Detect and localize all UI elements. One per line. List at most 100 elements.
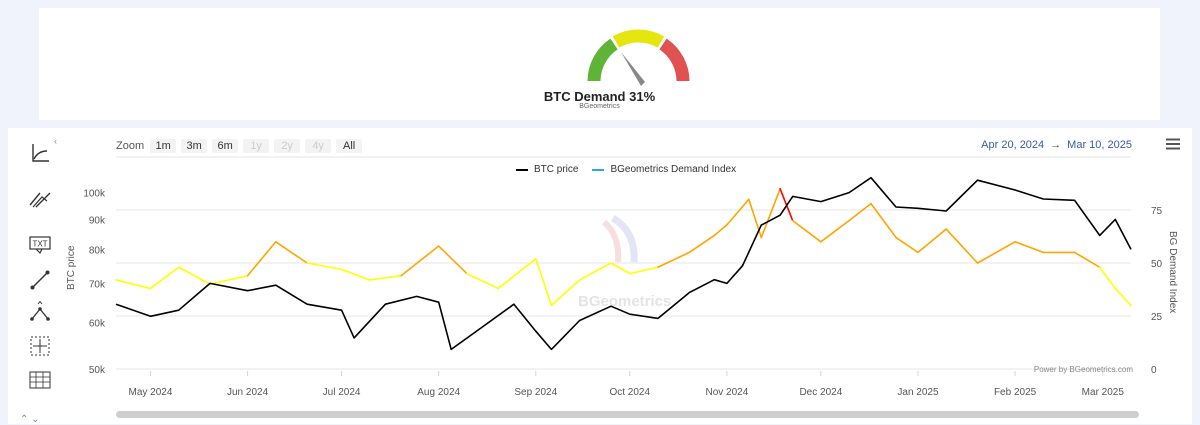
demand-index-segment [610,262,631,275]
demand-index-segment [657,251,691,269]
left-tick-label: 60k [89,319,106,330]
angle-tool-icon[interactable] [24,300,56,328]
demand-index-segment [550,279,581,307]
left-tick-label: 50k [89,365,106,376]
segment-icon[interactable] [24,266,56,294]
zoom-all-button[interactable]: All [336,139,363,153]
x-tick-label: Jan 2025 [897,387,939,398]
legend-swatch-index [592,168,605,171]
left-tick-label: 90k [89,215,106,226]
scroll-arrows-icon[interactable]: ⌃ ⌄ [20,414,40,425]
legend-label-index: BGeometrics Demand Index [610,164,737,175]
gauge-title: BTC Demand 31% [543,89,656,104]
right-tick-label: 25 [1151,312,1163,323]
annotation-toolbar: TXT [16,128,62,424]
grid-lines [116,156,1131,370]
demand-index-segment [688,234,716,254]
gauge-high-arc [659,38,690,82]
demand-index-segment [760,187,781,239]
svg-text:TXT: TXT [32,240,47,249]
x-tick-label: Nov 2024 [705,387,748,398]
legend-swatch-btc [516,168,528,171]
demand-index-segment [1014,241,1045,254]
chart-legend: BTC price BGeometrics Demand Index [516,164,750,175]
demand-index-segment [578,262,612,281]
legend-item-demand-index[interactable]: BGeometrics Demand Index [592,164,736,175]
left-axis-title: BTC price [66,245,77,290]
crosshair-icon[interactable] [24,332,56,360]
range-to-input[interactable]: Mar 10, 2025 [1067,139,1132,151]
demand-gauge [587,29,690,86]
zoom-label: Zoom [116,140,145,152]
hamburger-menu-icon[interactable] [1166,137,1180,155]
demand-index-segment [791,219,822,243]
demand-index-segment [1098,266,1117,290]
demand-index-segment [820,219,850,243]
legend-item-btc-price[interactable]: BTC price [516,164,578,175]
demand-index-line [115,187,1132,307]
table-icon[interactable] [24,366,56,394]
demand-index-segment [497,257,537,290]
watermark: BGeometrics [578,293,671,310]
gauge-needle [621,52,645,86]
right-tick-label: 75 [1151,206,1163,217]
demand-index-segment [400,245,440,277]
right-tick-label: 0 [1151,365,1157,376]
date-range: Apr 20, 2024 → Mar 10, 2025 [981,139,1132,151]
gauge-card: BTC Demand 31% BGeometrics [39,8,1160,120]
watermark-logo [601,215,638,263]
gauge-subtitle: BGeometrics [579,103,620,110]
demand-index-segment [466,272,499,290]
zoom-2y-button[interactable]: 2y [274,139,301,153]
toolbar-collapse-icon[interactable]: ‹ [54,136,57,146]
x-tick-label: Feb 2025 [994,387,1037,398]
left-tick-label: 100k [83,189,106,200]
btc-price-polyline [115,176,1132,351]
chart-credit[interactable]: Power by BGeometrics.com [1034,365,1133,374]
demand-index-segment [306,262,343,271]
demand-index-segment [917,228,947,254]
text-annotation-icon[interactable]: TXT [24,231,56,259]
trend-lines-icon[interactable] [24,185,56,213]
x-tick-label: Mar 2025 [1082,387,1125,398]
navigator-scrollbar[interactable] [116,411,1139,418]
demand-index-segment [726,198,750,226]
chart-card: TXT ‹ Zoom 1m 3m 6m 1y 2y 4y All Apr 20,… [8,128,1192,425]
range-from-input[interactable]: Apr 20, 2024 [981,139,1045,151]
x-tick-label: Sep 2024 [514,387,557,398]
demand-index-segment [149,266,180,290]
demand-index-segment [895,236,919,254]
right-tick-label: 50 [1151,259,1163,270]
zoom-3m-button[interactable]: 3m [181,139,208,153]
demand-index-segment [246,241,277,277]
demand-index-segment [437,245,468,275]
legend-label-btc: BTC price [534,164,579,175]
demand-index-segment [945,228,979,264]
zoom-1m-button[interactable]: 1m [150,139,177,153]
x-tick-label: Dec 2024 [799,387,842,398]
demand-index-segment [534,257,553,307]
left-tick-label: 80k [89,245,106,256]
demand-index-segment [748,198,763,239]
demand-index-segment [870,202,897,239]
zoom-6m-button[interactable]: 6m [212,139,239,153]
zoom-1y-button[interactable]: 1y [243,139,270,153]
x-tick-label: May 2024 [128,387,172,398]
demand-index-segment [340,268,371,281]
x-tick-label: Jun 2024 [227,387,269,398]
line-tool-icon[interactable] [24,139,56,167]
demand-index-segment [177,266,211,285]
x-tick-label: Aug 2024 [417,387,460,398]
left-axis-ticks: 50k 60k 70k 80k 90k 100k [83,189,106,376]
gauge-mid-arc [612,29,665,48]
demand-index-segment [274,241,308,264]
left-tick-label: 70k [89,279,106,290]
demand-index-segment [368,274,402,281]
x-tick-label: Oct 2024 [609,387,650,398]
zoom-4y-button[interactable]: 4y [305,139,332,153]
x-axis-ticks: May 2024 Jun 2024 Jul 2024 Aug 2024 Sep 2024… [128,371,1124,398]
gauge-low-arc [587,38,618,82]
demand-index-segment [713,224,728,237]
demand-index-segment [1114,287,1132,307]
btc-price-line [115,176,1132,351]
